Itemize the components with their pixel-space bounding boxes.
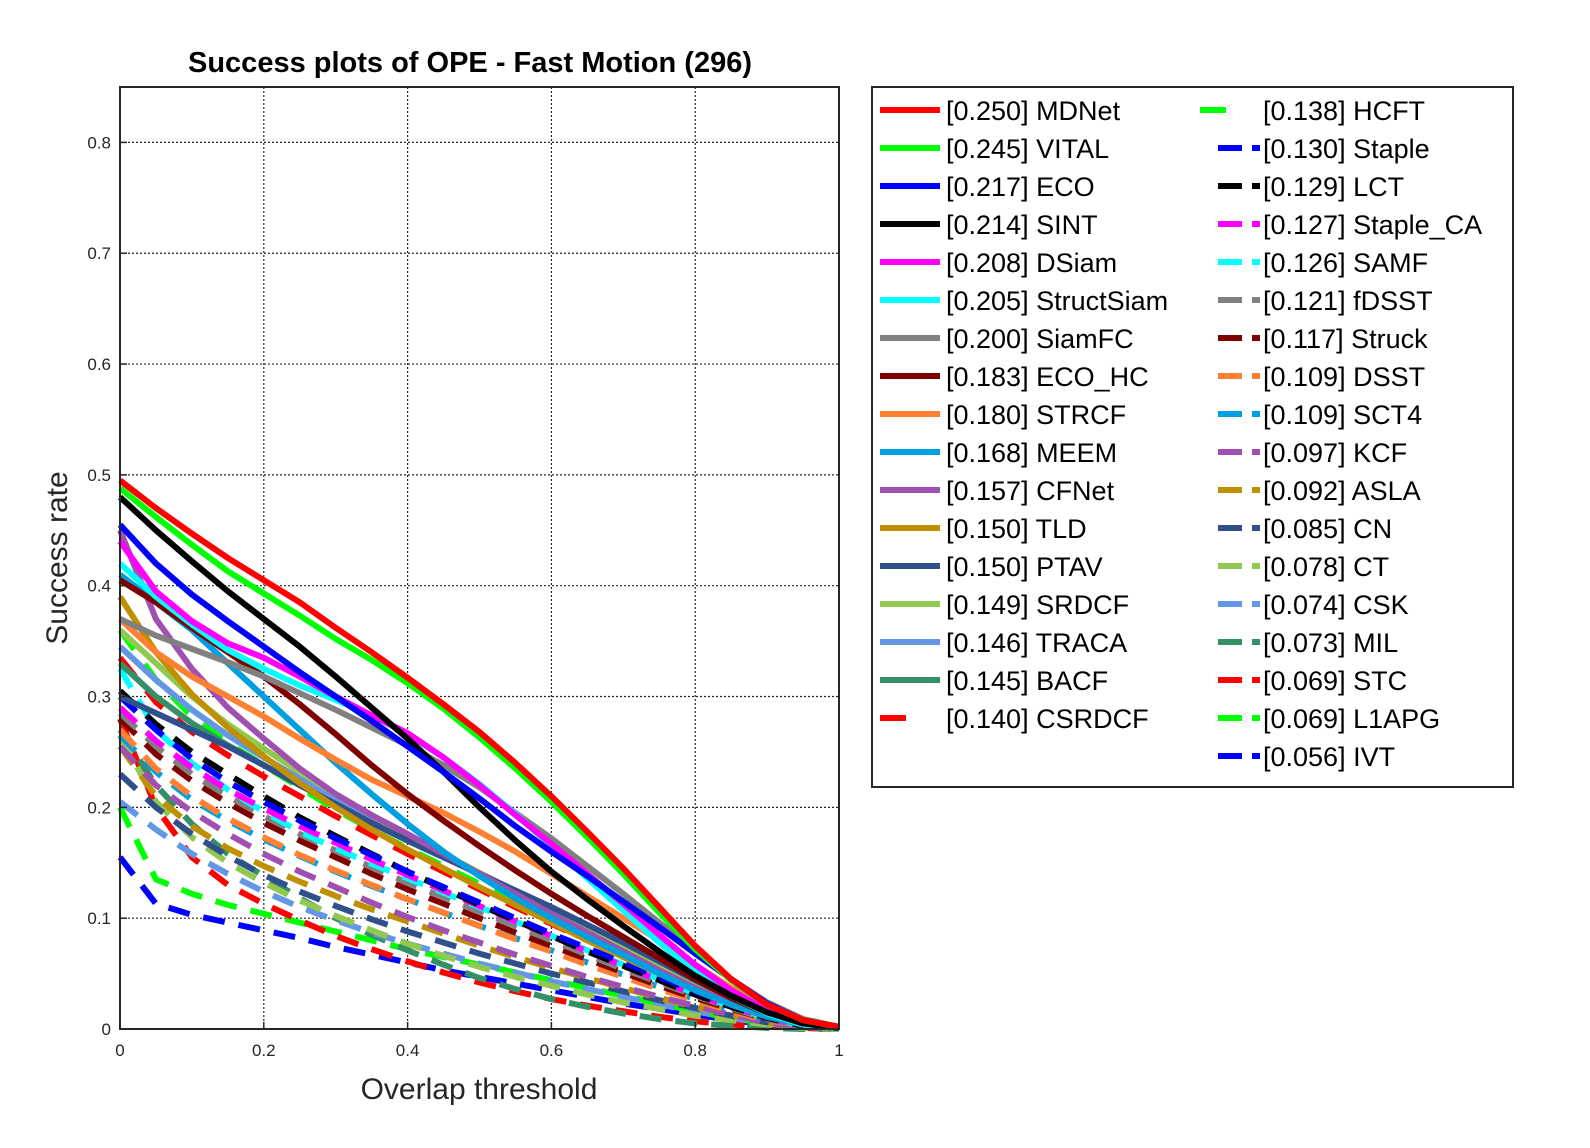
legend-entry-label: [0.129] LCT bbox=[1263, 172, 1404, 202]
series-line bbox=[118, 572, 840, 1031]
series-line bbox=[118, 799, 840, 1032]
legend-entry-label: [0.130] Staple bbox=[1263, 134, 1430, 164]
y-tick-label: 0.8 bbox=[87, 133, 111, 152]
legend-entry-label: [0.109] SCT4 bbox=[1263, 400, 1422, 430]
series-line bbox=[117, 744, 840, 1031]
y-tick-label: 0.7 bbox=[87, 244, 111, 263]
legend-entry-label: [0.208] DSiam bbox=[946, 248, 1117, 278]
x-tick-label: 0 bbox=[115, 1041, 124, 1060]
series-line bbox=[117, 694, 840, 1031]
chart-title: Success plots of OPE - Fast Motion (296) bbox=[188, 47, 752, 79]
legend-entry-label: [0.069] STC bbox=[1263, 666, 1407, 696]
x-tick-label: 0.8 bbox=[683, 1041, 707, 1060]
series-line bbox=[117, 710, 840, 1031]
legend-entry-label: [0.074] CSK bbox=[1263, 590, 1409, 620]
legend-box bbox=[871, 86, 1514, 788]
legend-entry-label: [0.138] HCFT bbox=[1263, 96, 1425, 126]
legend-entry-label: [0.150] TLD bbox=[946, 514, 1087, 544]
series-lines bbox=[117, 478, 840, 1032]
legend-entry-label: [0.078] CT bbox=[1263, 552, 1389, 582]
legend-entry-label: [0.121] fDSST bbox=[1263, 286, 1433, 316]
legend-entry-label: [0.250] MDNet bbox=[946, 96, 1121, 126]
legend-entry-label: [0.117] Struck bbox=[1263, 324, 1428, 354]
legend-entry-label: [0.149] SRDCF bbox=[946, 590, 1129, 620]
series-line bbox=[117, 688, 840, 1031]
legend-entry-label: [0.183] ECO_HC bbox=[946, 362, 1149, 392]
y-tick-label: 0 bbox=[102, 1020, 111, 1039]
x-tick-label: 0.2 bbox=[252, 1041, 276, 1060]
plot-frame bbox=[119, 86, 840, 1030]
legend: [0.250] MDNet [0.245] VITAL [0.217] ECO [0.… bbox=[880, 96, 1482, 772]
series-line bbox=[117, 727, 840, 1031]
legend-entry-label: [0.205] StructSiam bbox=[946, 286, 1168, 316]
y-tick-label: 0.2 bbox=[87, 798, 111, 817]
axis-ticks: 0 0.2 0.4 0.6 0.8 1 0 0.1 0.2 0.3 0.4 0.5 0.6 0.7 0.8 bbox=[87, 133, 843, 1060]
series-line bbox=[117, 705, 840, 1031]
y-tick-label: 0.6 bbox=[87, 355, 111, 374]
legend-entry-label: [0.126] SAMF bbox=[1263, 248, 1428, 278]
legend-entry-label: [0.069] L1APG bbox=[1263, 704, 1440, 734]
legend-entry-label: [0.200] SiamFC bbox=[946, 324, 1134, 354]
legend-entry-label: [0.157] CFNet bbox=[946, 476, 1115, 506]
legend-entry-label: [0.245] VITAL bbox=[946, 134, 1109, 164]
legend-entry-label: [0.127] Staple_CA bbox=[1263, 210, 1482, 240]
legend-entry-label: [0.056] IVT bbox=[1263, 742, 1395, 772]
legend-entry-label: [0.214] SINT bbox=[946, 210, 1098, 240]
series-line bbox=[117, 494, 840, 1031]
y-tick-label: 0.4 bbox=[87, 577, 111, 596]
series-line bbox=[117, 728, 839, 1032]
y-axis-label: Success rate bbox=[41, 471, 74, 644]
legend-entry-label: [0.145] BACF bbox=[946, 666, 1108, 696]
legend-entry-label: [0.085] CN bbox=[1263, 514, 1392, 544]
x-axis-label: Overlap threshold bbox=[361, 1073, 598, 1106]
legend-entry-label: [0.150] PTAV bbox=[946, 552, 1103, 582]
legend-entry-label: [0.140] CSRDCF bbox=[946, 704, 1149, 734]
series-line bbox=[117, 717, 840, 1032]
series-line bbox=[117, 539, 840, 1031]
x-tick-label: 0.6 bbox=[540, 1041, 564, 1060]
legend-entry-label: [0.073] MIL bbox=[1263, 628, 1398, 658]
legend-entry-label: [0.092] ASLA bbox=[1263, 476, 1421, 506]
y-tick-label: 0.1 bbox=[87, 909, 111, 928]
x-tick-label: 0.4 bbox=[396, 1041, 420, 1060]
legend-entry-label: [0.180] STRCF bbox=[946, 400, 1126, 430]
legend-entry-label: [0.097] KCF bbox=[1263, 438, 1407, 468]
series-line bbox=[118, 478, 840, 1030]
y-tick-label: 0.5 bbox=[87, 466, 111, 485]
legend-entry-label: [0.168] MEEM bbox=[946, 438, 1117, 468]
legend-entry-label: [0.109] DSST bbox=[1263, 362, 1425, 392]
y-tick-label: 0.3 bbox=[87, 688, 111, 707]
series-line bbox=[117, 733, 840, 1032]
legend-entry-label: [0.146] TRACA bbox=[946, 628, 1127, 658]
legend-entry-label: [0.217] ECO bbox=[946, 172, 1095, 202]
x-tick-label: 1 bbox=[834, 1041, 843, 1060]
